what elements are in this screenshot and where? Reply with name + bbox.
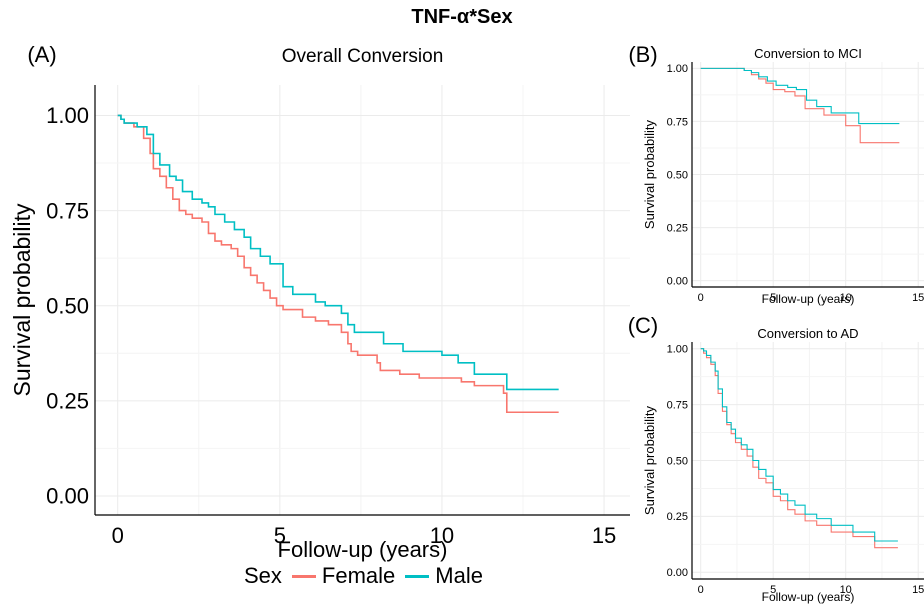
figure-title: TNF-α*Sex [411,6,513,28]
series-line-female [117,114,559,414]
y-tick-label: 0.25 [46,389,89,414]
legend: Sex Female Male [244,563,485,589]
panel-c: 0 5 10 15 0.00 0.25 0.50 0.75 1.00 Conversion to … [628,313,924,604]
y-tick-label: 0.75 [667,116,688,128]
legend-label-male: Male [435,563,483,588]
x-tick-label: 5 [770,584,776,596]
panel-title: Conversion to MCI [754,46,862,61]
y-tick-label: 0.00 [667,567,688,579]
y-axis-label: Survival probability [642,119,657,229]
y-tick-label: 0.00 [46,484,89,509]
x-tick-label: 0 [112,523,124,548]
legend-label-female: Female [321,563,396,588]
legend-title: Sex [244,563,282,588]
panel-label: (B) [628,42,657,67]
y-tick-label: 0.75 [46,198,89,223]
series-line-male [700,348,898,542]
x-tick-label: 15 [912,584,924,596]
y-tick-label: 0.25 [667,222,688,234]
series-line-male [700,67,900,125]
y-tick-label: 1.00 [667,63,688,75]
x-tick-label: 0 [698,292,704,304]
y-tick-label: 1.00 [667,344,688,356]
y-tick-label: 0.75 [667,399,688,411]
x-axis-label: Follow-up (years) [762,590,855,604]
y-tick-label: 0.00 [667,275,688,287]
x-tick-label: 0 [698,584,704,596]
x-tick-label: 10 [840,292,852,304]
y-axis-label: Survival probability [642,405,657,515]
panel-title: Overall Conversion [282,46,444,67]
y-tick-label: 0.25 [667,511,688,523]
y-tick-label: 1.00 [46,103,89,128]
legend-key-female [291,574,316,578]
series-line-male [117,114,559,391]
x-tick-label: 5 [770,292,776,304]
series-line-female [700,67,900,144]
y-tick-label: 0.50 [667,169,688,181]
panel-a: 0 5 10 15 0.00 0.25 0.50 0.75 1.00 Overall Conver… [9,42,630,562]
panel-b: 0 5 10 15 0.00 0.25 0.50 0.75 1.00 Conversion to … [628,42,924,306]
x-tick-label: 15 [592,523,616,548]
series-line-female [700,348,898,549]
y-tick-label: 0.50 [667,455,688,467]
x-axis-label: Follow-up (years) [762,292,855,306]
y-axis-label: Survival probability [9,203,35,397]
x-tick-label: 15 [912,292,924,304]
x-axis-label: Follow-up (years) [278,537,448,562]
panel-label: (C) [628,313,659,338]
legend-key-male [405,574,430,578]
panel-label: (A) [27,42,56,67]
x-tick-label: 10 [840,584,852,596]
x-tick-label: 10 [430,523,454,548]
x-tick-label: 5 [274,523,286,548]
y-tick-label: 0.50 [46,293,89,318]
panel-title: Conversion to AD [757,326,858,341]
